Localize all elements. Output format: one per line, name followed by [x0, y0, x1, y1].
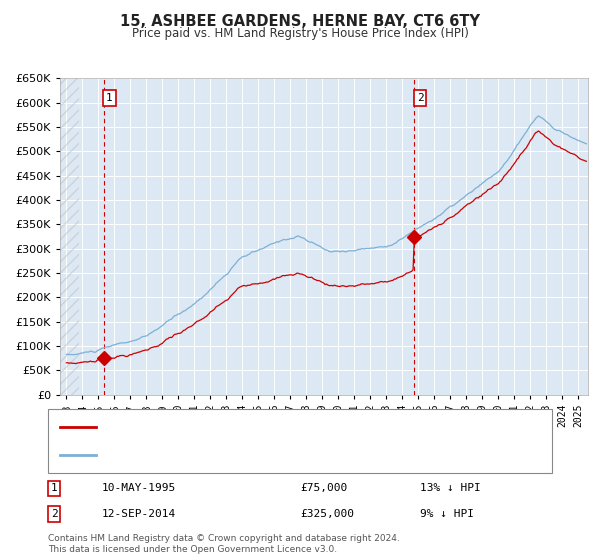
Bar	[58, 78, 79, 395]
Text: 12-SEP-2014: 12-SEP-2014	[102, 509, 176, 519]
Text: 10-MAY-1995: 10-MAY-1995	[102, 483, 176, 493]
Text: This data is licensed under the Open Government Licence v3.0.: This data is licensed under the Open Gov…	[48, 545, 337, 554]
Text: 15, ASHBEE GARDENS, HERNE BAY, CT6 6TY: 15, ASHBEE GARDENS, HERNE BAY, CT6 6TY	[120, 14, 480, 29]
Text: Contains HM Land Registry data © Crown copyright and database right 2024.: Contains HM Land Registry data © Crown c…	[48, 534, 400, 543]
Text: 1: 1	[106, 93, 113, 103]
Text: 9% ↓ HPI: 9% ↓ HPI	[420, 509, 474, 519]
Text: 13% ↓ HPI: 13% ↓ HPI	[420, 483, 481, 493]
Text: 1: 1	[50, 483, 58, 493]
Text: 2: 2	[50, 509, 58, 519]
Text: 2: 2	[417, 93, 424, 103]
Text: £75,000: £75,000	[300, 483, 347, 493]
Text: £325,000: £325,000	[300, 509, 354, 519]
Text: HPI: Average price, detached house, Canterbury: HPI: Average price, detached house, Cant…	[102, 450, 371, 460]
Text: 15, ASHBEE GARDENS, HERNE BAY, CT6 6TY (detached house): 15, ASHBEE GARDENS, HERNE BAY, CT6 6TY (…	[102, 422, 451, 432]
Text: Price paid vs. HM Land Registry's House Price Index (HPI): Price paid vs. HM Land Registry's House …	[131, 27, 469, 40]
